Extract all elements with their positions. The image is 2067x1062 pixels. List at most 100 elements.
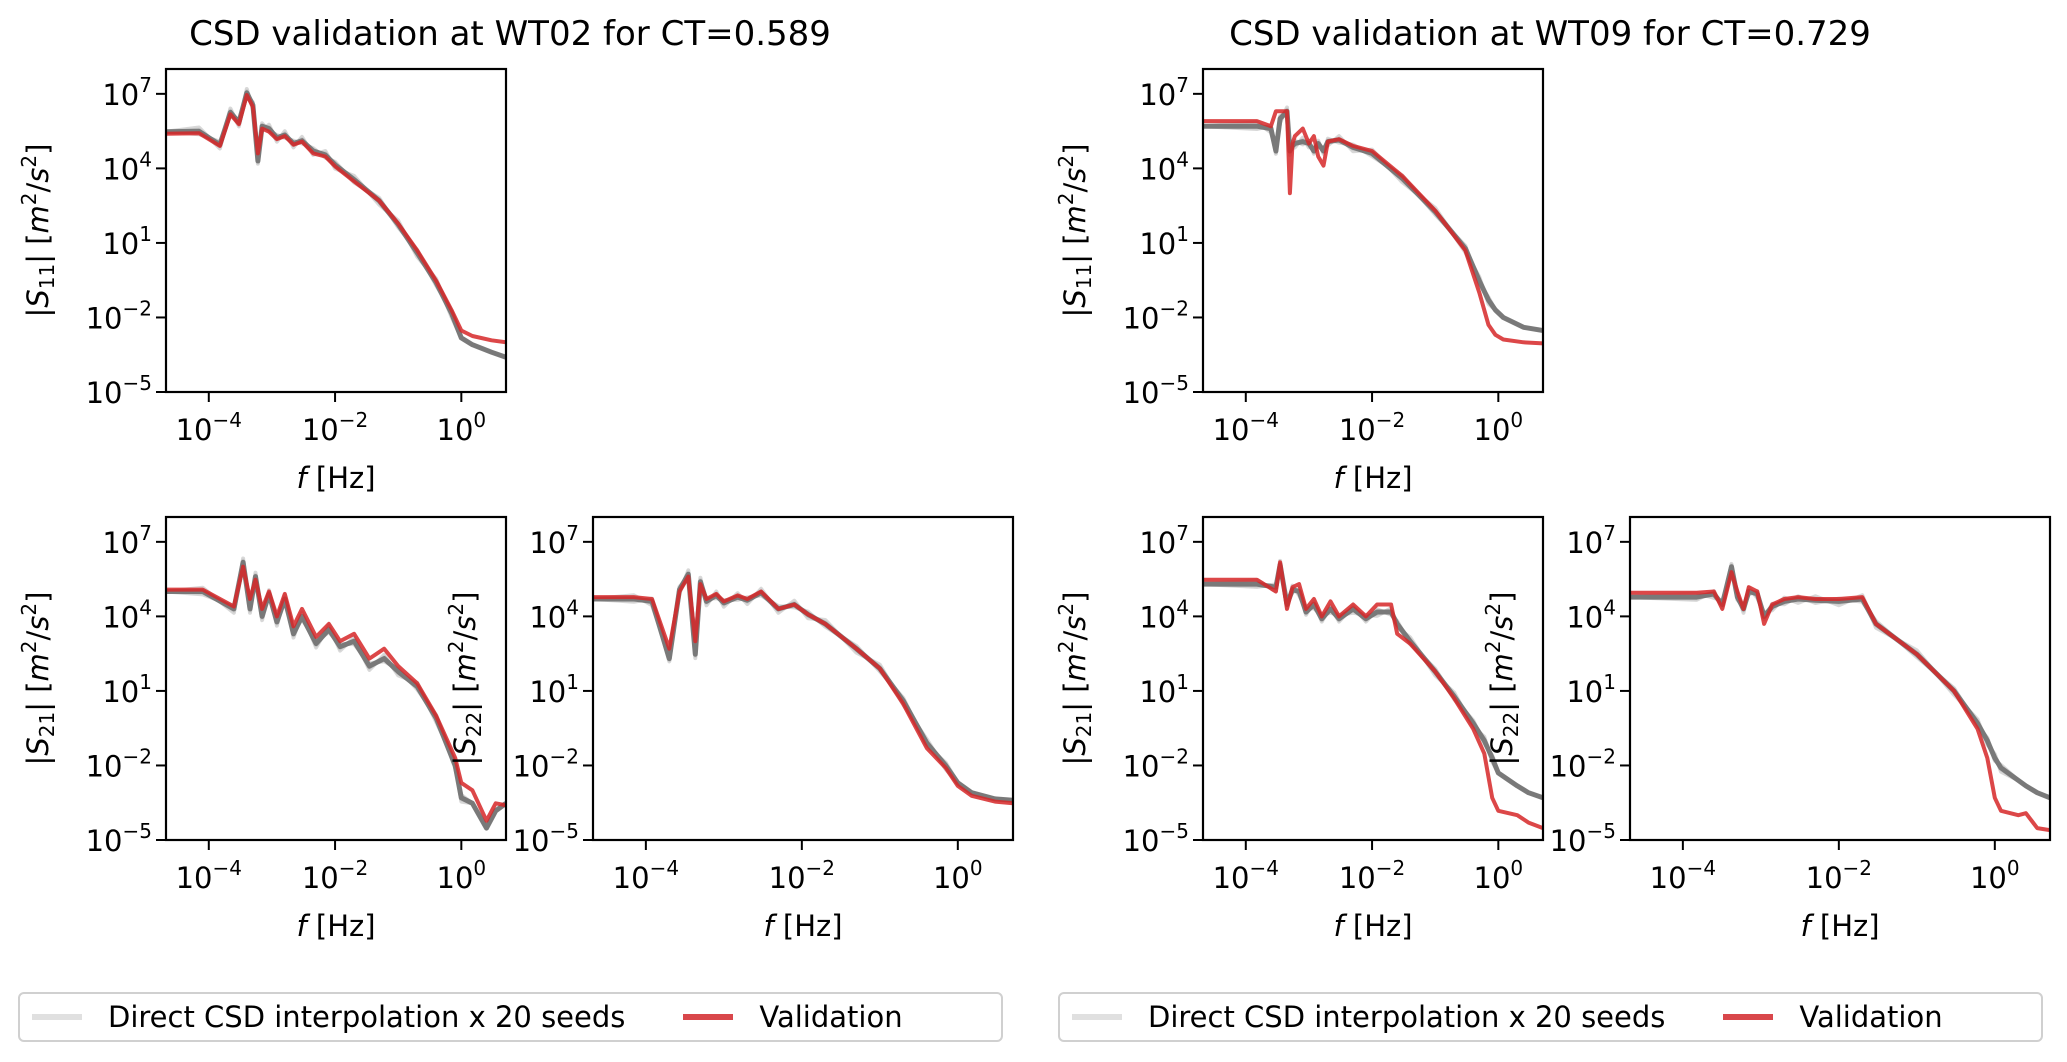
y-tick-label: 104 [1139, 147, 1189, 186]
y-tick-label: 10−2 [1550, 744, 1616, 783]
legend-item-seeds: Direct CSD interpolation x 20 seeds [1072, 1000, 1665, 1034]
x-tick-label: 100 [1474, 856, 1524, 895]
x-tick-label: 10−2 [1806, 856, 1872, 895]
y-tick-label: 107 [1139, 521, 1189, 560]
x-tick-label: 10−2 [302, 856, 368, 895]
validation-line [1203, 109, 1543, 346]
y-axis-label: |S11| [m2/s2] [17, 144, 59, 318]
legend-label-validation: Validation [759, 1000, 903, 1034]
y-tick-label: 10−5 [86, 819, 152, 858]
validation-line [1203, 560, 1543, 830]
y-tick-label: 104 [102, 595, 152, 634]
y-tick-label: 101 [1139, 222, 1189, 261]
x-tick-label: 10−2 [1339, 408, 1405, 447]
axes-frame [1628, 515, 2052, 842]
x-tick-label: 10−2 [769, 856, 835, 895]
axes-frame [591, 515, 1015, 842]
x-tick-label: 100 [1970, 856, 2020, 895]
x-tick-label: 10−4 [1213, 408, 1279, 447]
group-title-wt09: CSD validation at WT09 for CT=0.729 [1229, 14, 1871, 54]
panel-wt09-s22: 10−4 10−2 100 107 104 101 10−2 10−5 f [Hz] |S22| … [1481, 515, 2052, 943]
y-axis-label: |S11| [m2/s2] [1054, 144, 1096, 318]
y-tick-label: 10−2 [1123, 296, 1189, 335]
x-axis-label: f [Hz] [1333, 461, 1412, 495]
axes-frame [164, 67, 508, 394]
x-tick-label: 10−4 [613, 856, 679, 895]
validation-line [166, 564, 506, 823]
y-tick-label: 101 [529, 670, 579, 709]
y-axis-label: |S21| [m2/s2] [17, 592, 59, 766]
validation-line [166, 93, 506, 345]
y-tick-label: 107 [102, 73, 152, 112]
y-tick-label: 10−5 [86, 371, 152, 410]
y-tick-label: 10−2 [86, 296, 152, 335]
x-axis-label: f [Hz] [296, 461, 375, 495]
legend-swatch-validation [683, 1014, 734, 1020]
series-lines [1630, 561, 2050, 833]
y-tick-label: 10−5 [1550, 819, 1616, 858]
x-tick-label: 10−2 [302, 408, 368, 447]
x-tick-label: 10−4 [176, 408, 242, 447]
x-axis-label: f [Hz] [1800, 909, 1879, 943]
seed-line [1203, 108, 1543, 333]
x-tick-label: 100 [437, 408, 487, 447]
y-tick-label: 101 [1139, 670, 1189, 709]
series-lines [166, 87, 506, 360]
series-lines [593, 568, 1013, 806]
y-tick-label: 107 [529, 521, 579, 560]
legend-wt02: Direct CSD interpolation x 20 seeds Vali… [18, 992, 1003, 1042]
y-axis-label: |S21| [m2/s2] [1054, 592, 1096, 766]
y-tick-label: 104 [529, 595, 579, 634]
seed-line [1203, 112, 1543, 333]
y-tick-label: 101 [1566, 670, 1616, 709]
seed-line [1203, 105, 1543, 333]
y-tick-label: 107 [1566, 521, 1616, 560]
legend-item-seeds: Direct CSD interpolation x 20 seeds [32, 1000, 625, 1034]
x-axis-label: f [Hz] [763, 909, 842, 943]
x-axis-label: f [Hz] [296, 909, 375, 943]
y-tick-label: 101 [102, 222, 152, 261]
series-lines [1203, 105, 1543, 346]
panel-wt09-s21: 10−4 10−2 100 107 104 101 10−2 10−5 f [Hz] |S21| … [1054, 515, 1545, 943]
x-tick-label: 100 [437, 856, 487, 895]
panel-wt02-s22: 10−4 10−2 100 107 104 101 10−2 10−5 f [Hz] |S22| … [444, 515, 1015, 943]
legend-swatch-seeds [1072, 1014, 1122, 1020]
y-tick-label: 10−2 [1123, 744, 1189, 783]
axes-frame [1201, 67, 1545, 394]
validation-line [593, 574, 1013, 806]
seed-line [1203, 107, 1543, 333]
legend-swatch-seeds [32, 1014, 82, 1020]
y-tick-label: 10−5 [1123, 371, 1189, 410]
y-tick-label: 10−5 [513, 819, 579, 858]
x-tick-label: 10−4 [1213, 856, 1279, 895]
y-tick-label: 104 [102, 147, 152, 186]
x-tick-label: 100 [1474, 408, 1524, 447]
y-tick-label: 107 [102, 521, 152, 560]
x-tick-label: 10−4 [176, 856, 242, 895]
x-tick-label: 100 [933, 856, 983, 895]
x-tick-label: 10−2 [1339, 856, 1405, 895]
legend-swatch-validation [1723, 1014, 1774, 1020]
y-tick-label: 10−2 [513, 744, 579, 783]
legend-label-seeds: Direct CSD interpolation x 20 seeds [108, 1000, 626, 1034]
y-tick-label: 104 [1139, 595, 1189, 634]
group-title-wt02: CSD validation at WT02 for CT=0.589 [189, 14, 831, 54]
legend-wt09: Direct CSD interpolation x 20 seeds Vali… [1058, 992, 2043, 1042]
y-tick-label: 107 [1139, 73, 1189, 112]
y-axis-label: |S22| [m2/s2] [1481, 592, 1523, 766]
y-axis-label: |S22| [m2/s2] [444, 592, 486, 766]
panel-wt09-s11: 10−4 10−2 100 107 104 101 10−2 10−5 f [Hz] |S11| … [1054, 67, 1545, 495]
seed-line [1203, 110, 1543, 333]
y-tick-label: 101 [102, 670, 152, 709]
panel-wt02-s11: 10−4 10−2 100 107 104 101 10−2 10−5 f [Hz] |S11| … [17, 67, 508, 495]
x-axis-label: f [Hz] [1333, 909, 1412, 943]
y-tick-label: 10−2 [86, 744, 152, 783]
series-lines [166, 556, 506, 831]
x-tick-label: 10−4 [1650, 856, 1716, 895]
panel-wt02-s21: 10−4 10−2 100 107 104 101 10−2 10−5 f [Hz] |S21| … [17, 515, 508, 943]
series-lines [1203, 558, 1543, 830]
y-tick-label: 104 [1566, 595, 1616, 634]
validation-line [1630, 570, 2050, 833]
legend-item-validation: Validation [683, 1000, 903, 1034]
